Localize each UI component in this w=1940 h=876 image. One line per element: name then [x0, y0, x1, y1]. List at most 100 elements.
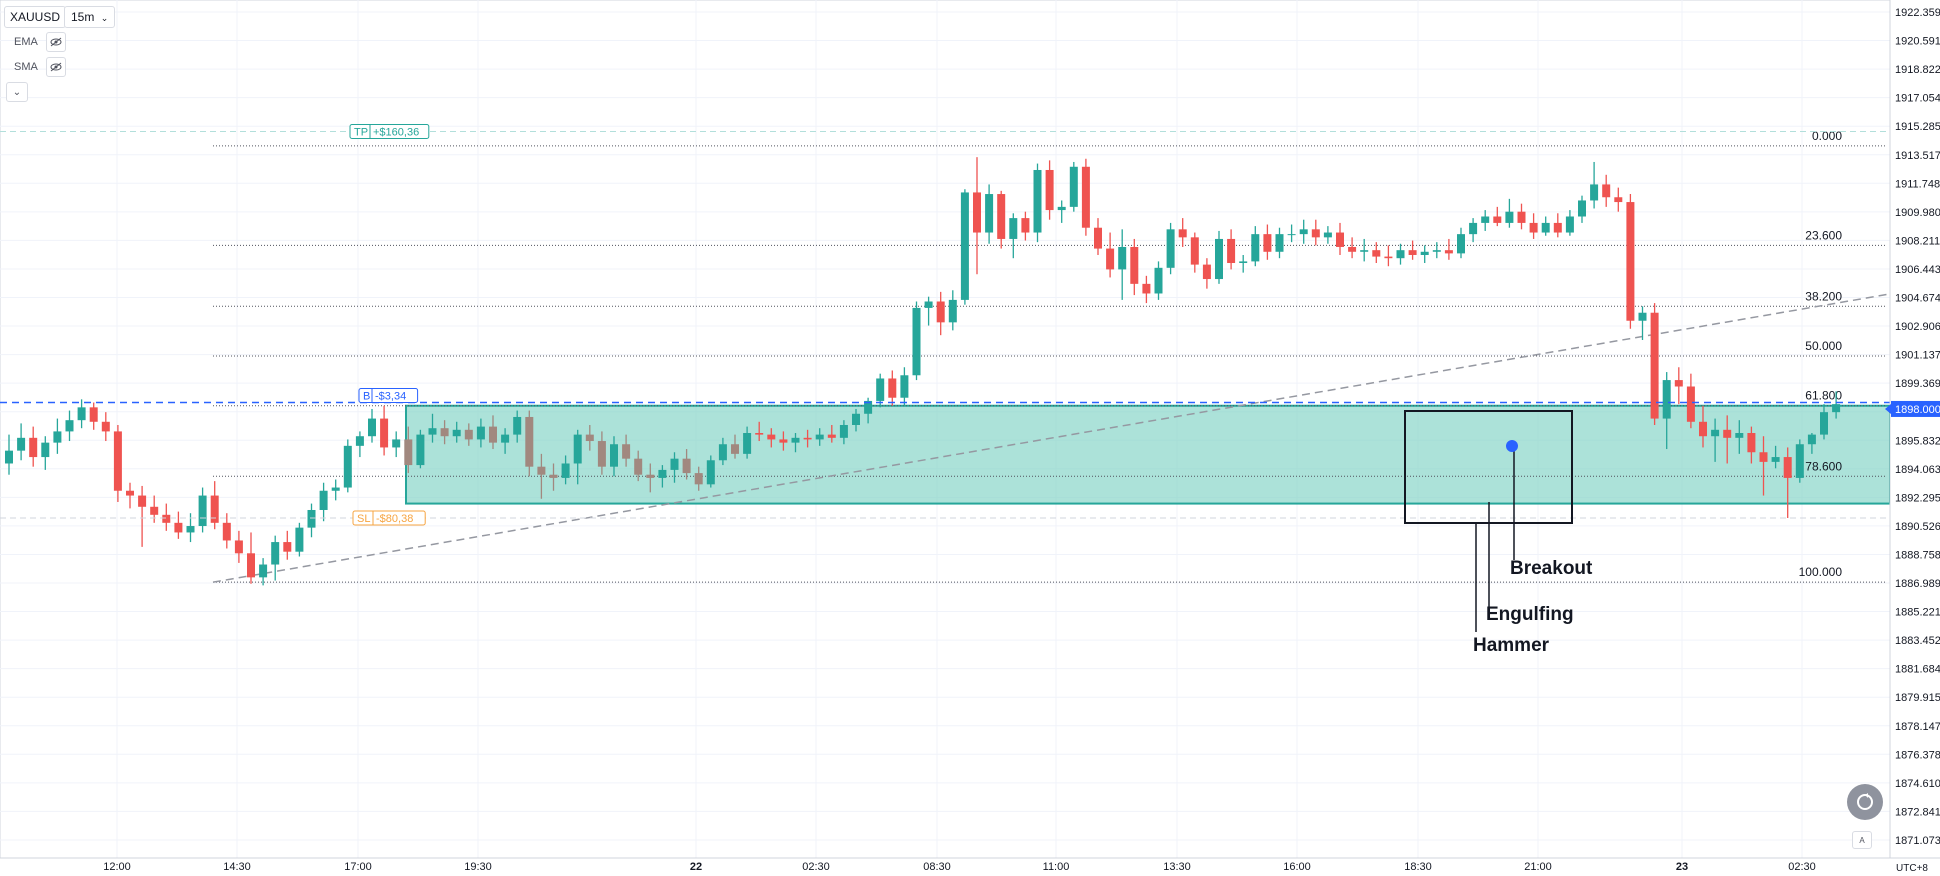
candle-body — [1215, 238, 1223, 280]
price-tick-label: 1902.906 — [1895, 321, 1940, 333]
candle-body — [1723, 429, 1732, 438]
candle-body — [1348, 246, 1357, 252]
price-tick-label: 1892.295 — [1895, 492, 1940, 504]
price-tick-label: 1881.684 — [1895, 664, 1940, 676]
price-tick-label: 1915.285 — [1895, 121, 1940, 133]
candle-body — [1287, 234, 1296, 236]
candle-body — [537, 466, 546, 475]
candle-body — [1638, 312, 1647, 321]
candle-body — [368, 418, 376, 437]
candle-body — [1057, 206, 1066, 211]
candle-body — [924, 301, 933, 308]
candle-body — [501, 434, 510, 443]
candle-body — [1081, 166, 1090, 228]
position-lines: TP +$160,36 B -$3,34 SL -$80,38 — [0, 123, 1890, 526]
time-tick-label: 14:30 — [223, 861, 251, 873]
entry-label-tag: B — [363, 391, 370, 403]
current-price-label: 1898.000 — [1895, 404, 1940, 416]
scroll-to-realtime-button[interactable] — [1847, 784, 1883, 820]
eye-off-icon[interactable] — [46, 32, 66, 52]
time-tick-label: 02:30 — [1788, 861, 1816, 873]
candle-body — [283, 542, 292, 552]
candle-body — [1166, 229, 1175, 268]
time-axis[interactable]: 12:00 14:30 17:00 19:30 22 02:30 08:30 11:00 13:… — [0, 857, 1940, 876]
candle-body — [973, 192, 981, 233]
time-axis-bg — [0, 858, 1940, 876]
candle-body — [234, 540, 243, 554]
time-tick-label: 23 — [1676, 861, 1688, 873]
candle-body — [706, 460, 715, 485]
candle-body — [755, 433, 764, 435]
candle-body — [392, 439, 401, 448]
candle-body — [1323, 232, 1332, 238]
candle-body — [658, 469, 667, 478]
candle-body — [1408, 250, 1417, 255]
sl-label-box — [352, 510, 426, 526]
symbol-selector[interactable]: XAUUSD — [4, 6, 67, 28]
candle-body — [900, 375, 909, 398]
candle-body — [646, 474, 655, 478]
candle-body — [1190, 237, 1199, 265]
candle-body — [416, 434, 425, 466]
price-tick-label: 1883.452 — [1895, 635, 1940, 647]
price-tick-label: 1908.211 — [1895, 235, 1940, 247]
candle-body — [1590, 184, 1599, 201]
auto-scale-button[interactable]: A — [1852, 831, 1872, 849]
candle-body — [513, 416, 522, 435]
trend-line-dashed — [212, 286, 1931, 583]
timeframe-selector[interactable]: 15m ⌄ — [64, 6, 116, 28]
candle-body — [1662, 380, 1671, 419]
candle-body — [1578, 200, 1586, 217]
candle-body — [1299, 229, 1308, 235]
candle-body — [489, 426, 497, 443]
candle-body — [779, 439, 788, 443]
candle-body — [936, 301, 945, 323]
candle-body — [380, 418, 389, 448]
fib-level-label: 0.000 — [1812, 129, 1842, 143]
candle-body — [1444, 250, 1453, 254]
candle-body — [89, 407, 98, 422]
candle-body — [1457, 234, 1465, 254]
fib-level-label: 100.000 — [1799, 565, 1843, 579]
time-tick-label: 22 — [690, 861, 702, 873]
price-tick-label: 1911.748 — [1895, 178, 1940, 190]
price-tick-label: 1901.137 — [1895, 350, 1940, 362]
candle-body — [5, 450, 13, 464]
candle-body — [1820, 412, 1828, 435]
engulfing-label: Engulfing — [1486, 604, 1574, 625]
candle-body — [1106, 248, 1115, 270]
candle-body — [150, 506, 159, 515]
candle-body — [670, 458, 679, 470]
candle-body — [1650, 312, 1659, 419]
price-axis[interactable]: 1922.359 1920.591 1918.822 1917.054 1915.285… — [1885, 0, 1940, 876]
collapse-indicators-button[interactable]: ⌄ — [6, 82, 28, 102]
candle-body — [1735, 433, 1744, 438]
time-tick-label: 21:00 — [1524, 861, 1552, 873]
candle-body — [174, 522, 183, 533]
tp-label-tag: TP — [354, 126, 368, 138]
candle-body — [162, 514, 171, 523]
candle-body — [343, 445, 352, 488]
annotations: Breakout Engulfing Hammer — [1404, 410, 1593, 656]
entry-label-box — [358, 388, 419, 404]
candle-body — [864, 400, 873, 414]
candle-body — [1711, 429, 1720, 437]
candle-body — [1202, 264, 1211, 280]
candle-body — [1009, 218, 1018, 239]
candle-body — [1069, 166, 1078, 207]
price-axis-bg — [1890, 0, 1940, 876]
time-tick-label: 16:00 — [1283, 861, 1311, 873]
candle-body — [1045, 169, 1054, 211]
candle-body — [1178, 229, 1187, 238]
candle-body — [1372, 250, 1381, 257]
candle-body — [1674, 380, 1683, 387]
sl-label: SL -$80,38 — [352, 510, 426, 526]
fib-level-label: 61.800 — [1805, 389, 1842, 403]
candle-body — [839, 424, 848, 438]
price-tick-label: 1871.073 — [1895, 835, 1940, 847]
candle-body — [1626, 202, 1635, 321]
price-tick-label: 1886.989 — [1895, 578, 1940, 590]
price-tick-label: 1885.221 — [1895, 607, 1940, 619]
eye-off-icon[interactable] — [46, 57, 66, 77]
